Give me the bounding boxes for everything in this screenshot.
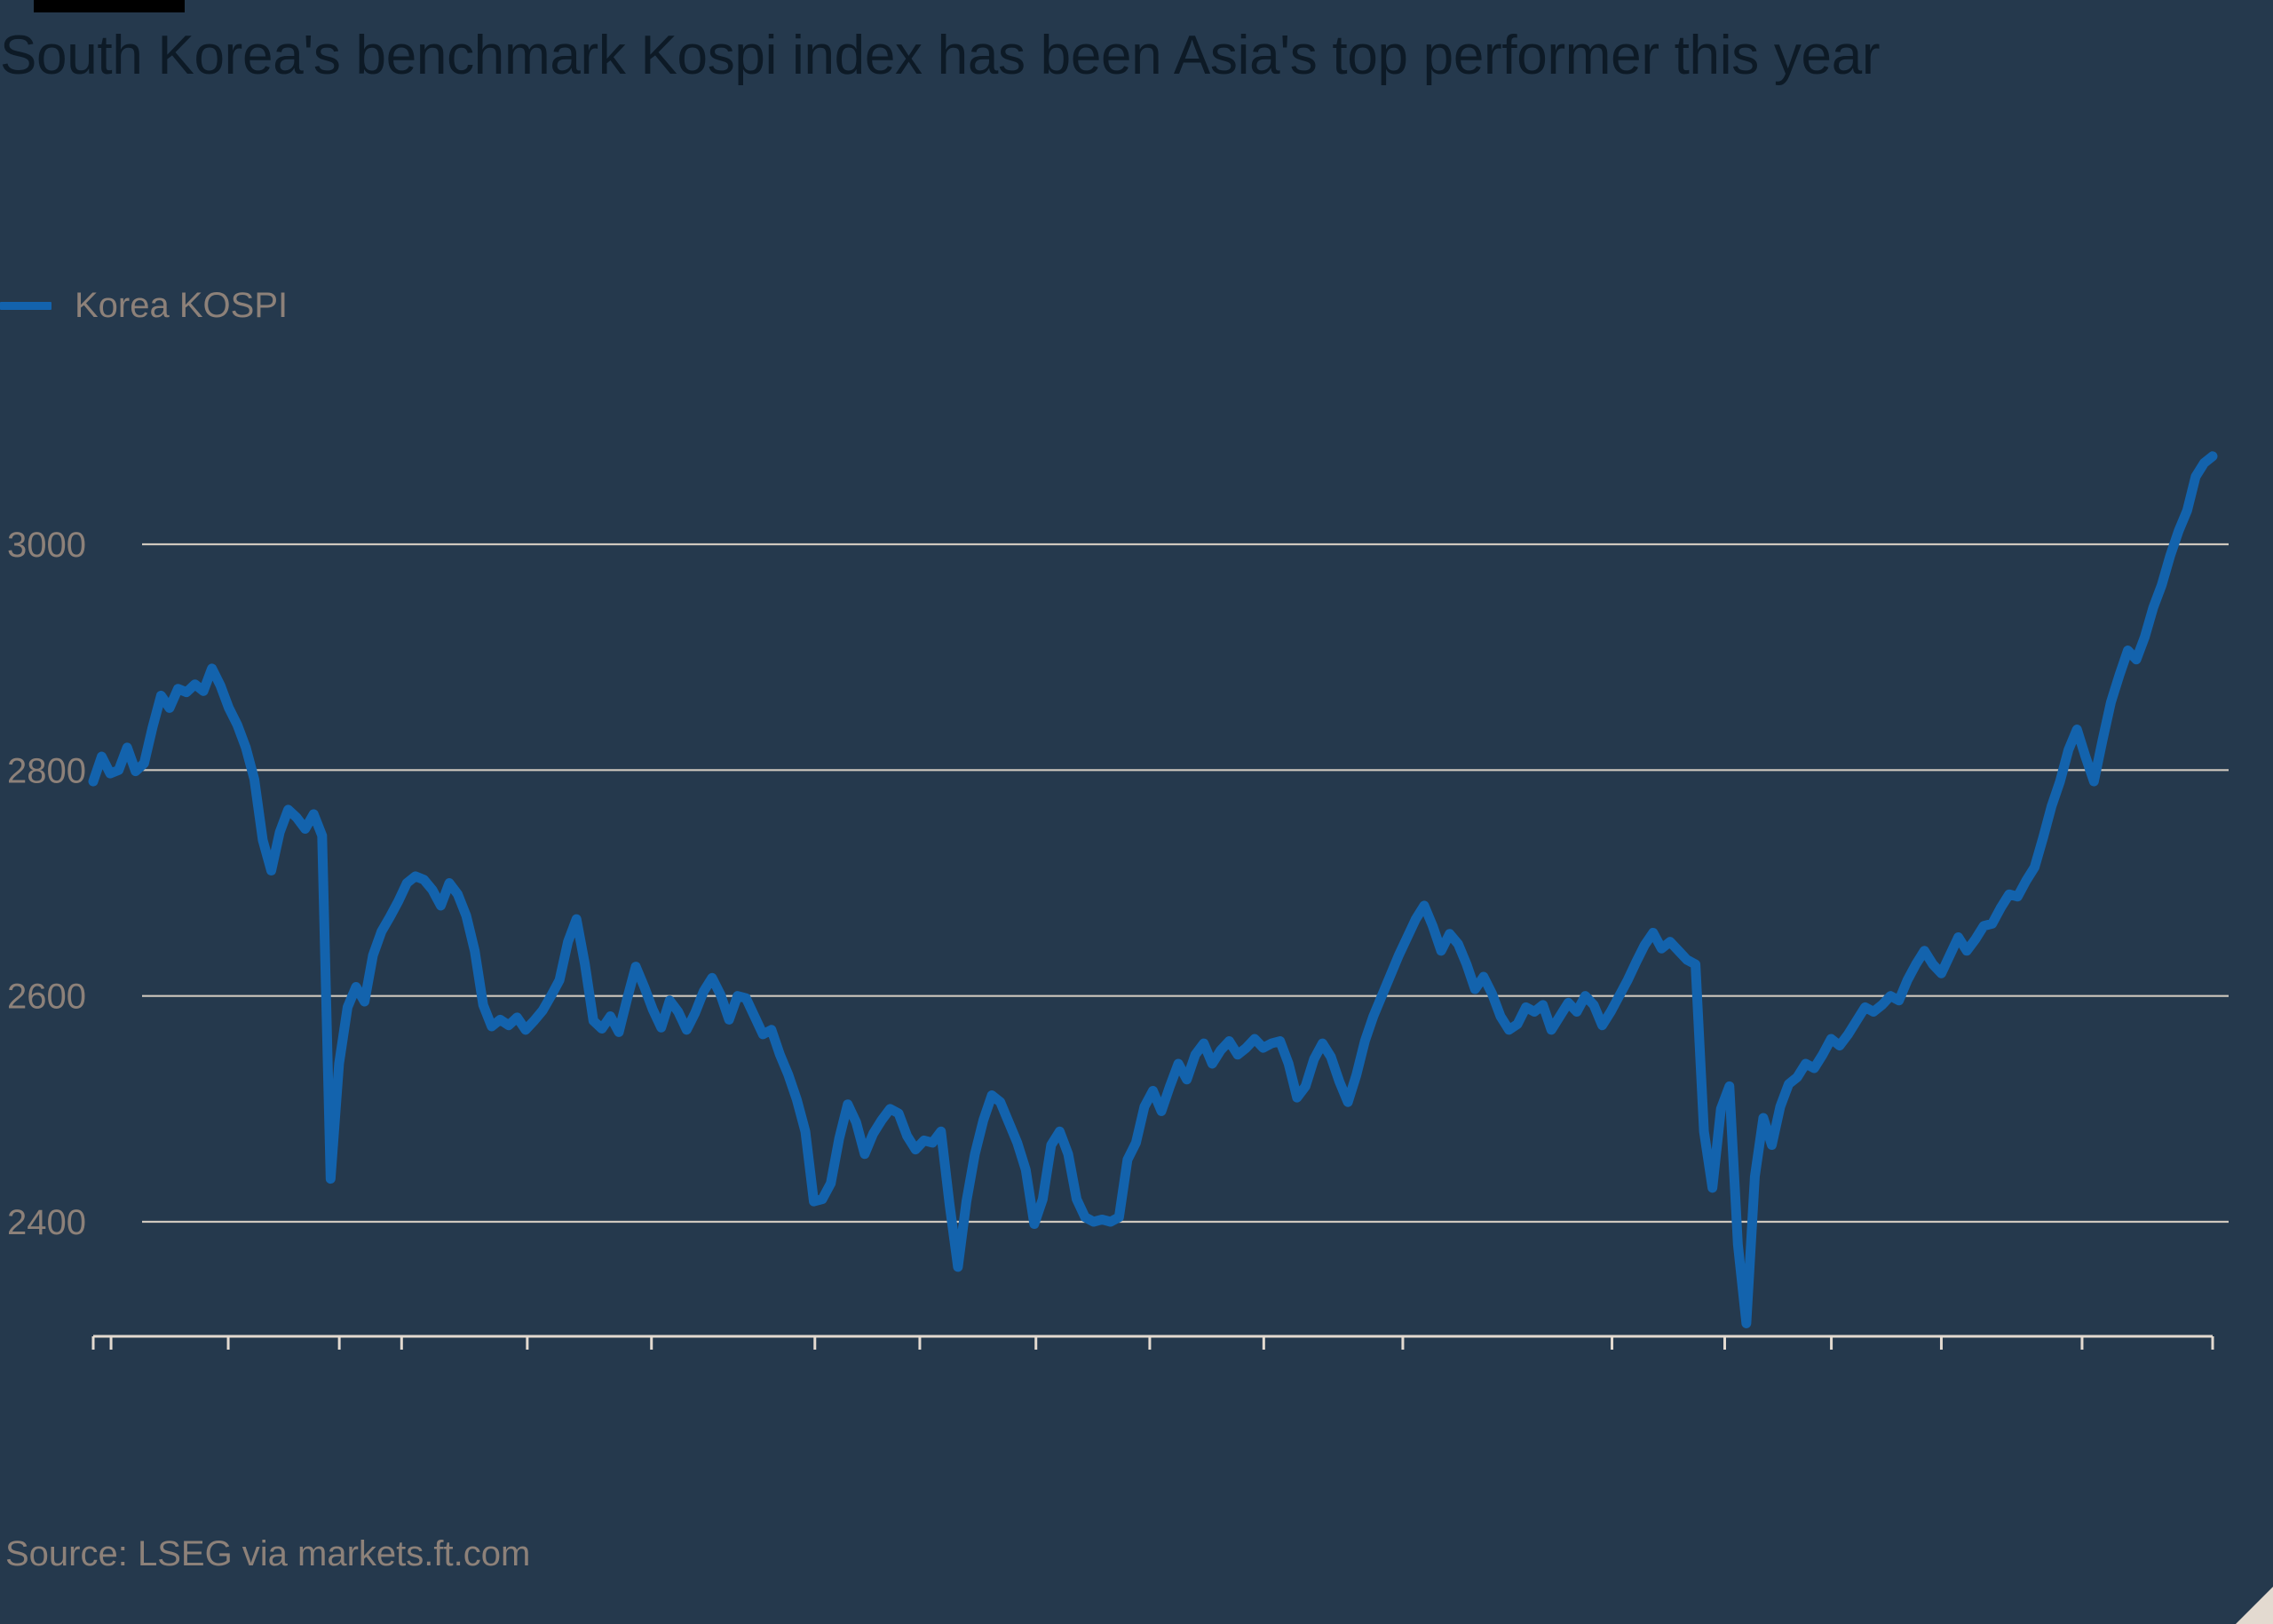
y-axis-tick-label: 2800	[7, 751, 86, 790]
source-note: Source: LSEG via markets.ft.com	[5, 1534, 531, 1573]
y-axis-labels: 2400 2600 2800 3000	[7, 526, 86, 1242]
legend-swatch-korea-kospi	[0, 302, 51, 310]
series-korea-kospi	[88, 451, 2218, 1328]
ft-corner-marker	[2236, 1587, 2273, 1624]
series-line	[88, 451, 2218, 1328]
y-axis-tick-label: 3000	[7, 526, 86, 565]
x-axis	[91, 1335, 2214, 1350]
y-axis-tick-label: 2600	[7, 978, 86, 1017]
legend-label-korea-kospi: Korea KOSPI	[75, 286, 289, 325]
page-title: South Korea's benchmark Kospi index has …	[0, 25, 1881, 86]
gridlines	[142, 543, 2229, 1224]
y-axis-tick-label: 2400	[7, 1203, 86, 1242]
chart-legend: Korea KOSPI	[0, 286, 288, 326]
ft-brand-bar	[34, 0, 185, 12]
